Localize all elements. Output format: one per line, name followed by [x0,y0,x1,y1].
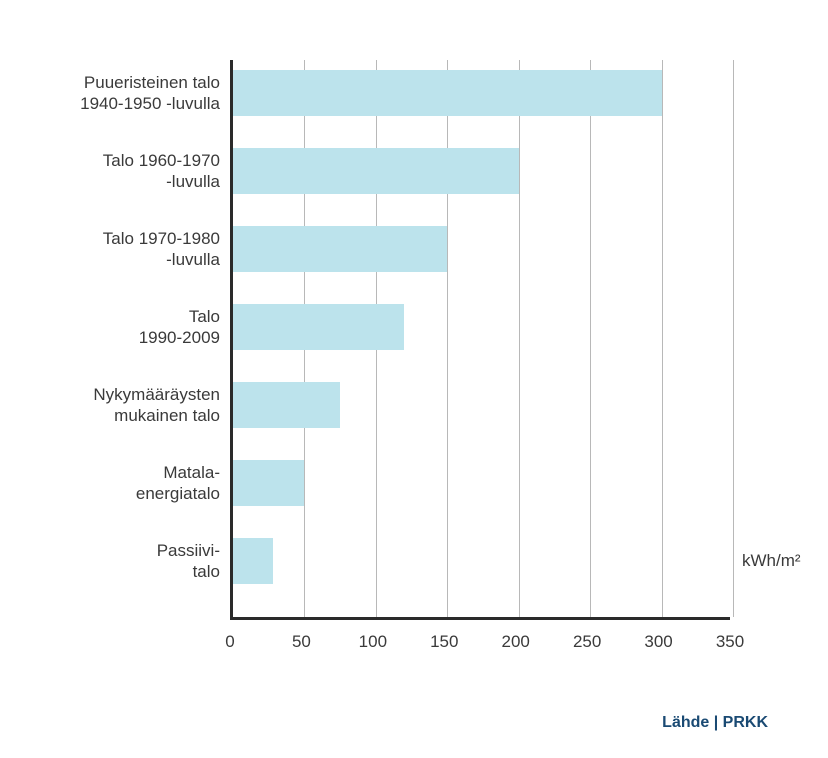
xtick-label: 250 [573,632,601,652]
xtick-label: 200 [502,632,530,652]
bar [233,382,340,428]
category-label: Talo 1970-1980-luvulla [40,228,220,271]
category-label: Nykymääräystenmukainen talo [40,384,220,427]
category-label: Matala-energiatalo [40,462,220,505]
bar-row: Passiivi-talo [40,538,800,584]
bar-row: Matala-energiatalo [40,460,800,506]
xtick-label: 50 [292,632,311,652]
bar [233,148,519,194]
bar [233,226,447,272]
bar [233,538,273,584]
category-label: Talo 1960-1970-luvulla [40,150,220,193]
bar [233,460,304,506]
xtick-label: 150 [430,632,458,652]
bar-row: Talo1990-2009 [40,304,800,350]
category-label: Passiivi-talo [40,540,220,583]
bar [233,70,662,116]
xtick-label: 100 [359,632,387,652]
chart-source: Lähde | PRKK [662,714,768,732]
xtick-label: 300 [644,632,672,652]
energy-consumption-chart: kWh/m² 050100150200250300350Puueristeine… [40,60,800,700]
category-label: Talo1990-2009 [40,306,220,349]
xtick-label: 350 [716,632,744,652]
xtick-label: 0 [225,632,234,652]
category-label: Puueristeinen talo1940-1950 -luvulla [40,72,220,115]
bar-row: Nykymääräystenmukainen talo [40,382,800,428]
bar [233,304,404,350]
